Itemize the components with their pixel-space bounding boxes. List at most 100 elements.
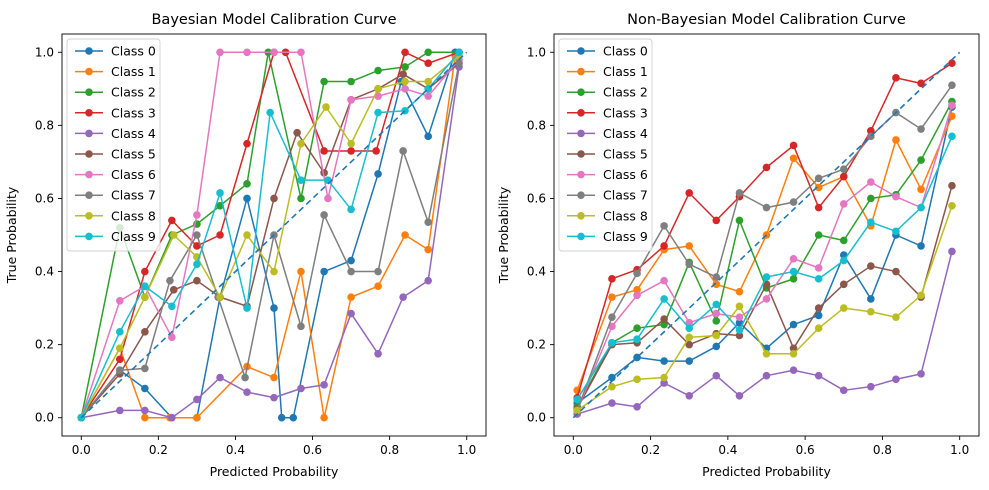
data-point-class-2 — [814, 231, 823, 239]
chart-title: Non-Bayesian Model Calibration Curve — [627, 12, 906, 28]
data-point-class-9 — [762, 273, 771, 281]
data-point-class-4 — [347, 309, 355, 318]
data-point-class-4 — [399, 293, 407, 301]
data-point-class-6 — [270, 48, 278, 57]
data-point-class-3 — [917, 79, 925, 88]
data-point-class-6 — [401, 85, 409, 93]
data-point-class-7 — [455, 59, 463, 68]
data-point-class-6 — [116, 296, 124, 305]
data-point-class-9 — [141, 282, 149, 290]
data-point-class-8 — [892, 313, 900, 322]
legend-label: Class 9 — [111, 229, 156, 244]
data-point-class-6 — [762, 295, 771, 303]
data-point-class-1 — [814, 183, 823, 192]
legend-swatch-marker — [577, 150, 585, 158]
x-tick-label: 0.2 — [641, 443, 660, 457]
data-point-class-7 — [297, 322, 305, 331]
legend-label: Class 2 — [603, 85, 648, 100]
data-point-class-3 — [116, 355, 124, 364]
data-point-class-7 — [917, 125, 925, 133]
legend-swatch-marker — [85, 47, 93, 55]
data-point-class-7 — [141, 364, 149, 373]
data-point-class-7 — [633, 269, 641, 278]
data-point-class-1 — [347, 293, 355, 301]
legend-swatch-marker — [577, 170, 585, 179]
data-point-class-4 — [948, 247, 956, 256]
data-point-class-8 — [712, 331, 721, 340]
data-point-class-4 — [141, 406, 149, 415]
data-point-class-9 — [735, 326, 744, 334]
data-point-class-9 — [948, 132, 956, 141]
x-tick-label: 0.2 — [149, 443, 168, 457]
data-point-class-6 — [685, 318, 694, 327]
data-point-class-4 — [839, 386, 848, 395]
data-point-class-1 — [320, 413, 328, 422]
legend-swatch-marker — [85, 212, 93, 220]
data-point-class-5 — [762, 280, 771, 289]
data-point-class-0 — [270, 304, 278, 312]
data-point-class-6 — [633, 291, 641, 300]
data-point-class-7 — [735, 189, 744, 197]
y-axis-label: True Probability — [496, 186, 511, 284]
data-point-class-2 — [839, 236, 848, 245]
data-point-class-7 — [948, 81, 956, 89]
data-point-class-8 — [322, 103, 330, 111]
legend-swatch-marker — [85, 191, 93, 199]
data-point-class-9 — [243, 304, 251, 312]
data-point-class-3 — [892, 74, 900, 82]
legend-label: Class 6 — [111, 167, 156, 182]
data-point-class-2 — [867, 194, 875, 203]
y-tick-label: 0.6 — [527, 191, 546, 205]
data-point-class-3 — [789, 141, 798, 150]
data-point-class-9 — [867, 218, 875, 227]
y-tick-label: 0.8 — [527, 118, 546, 132]
data-point-class-6 — [347, 95, 355, 104]
legend-label: Class 2 — [111, 85, 156, 100]
data-point-class-5 — [814, 304, 823, 312]
data-point-class-7 — [166, 276, 174, 285]
legend-label: Class 1 — [603, 64, 648, 79]
legend-swatch-marker — [85, 170, 93, 179]
data-point-class-2 — [320, 77, 328, 86]
data-point-class-3 — [762, 163, 771, 172]
legend-label: Class 4 — [111, 126, 156, 141]
data-point-class-3 — [712, 216, 721, 225]
data-point-class-3 — [216, 231, 224, 239]
data-point-class-4 — [297, 384, 305, 393]
data-point-class-3 — [372, 147, 380, 155]
data-point-class-7 — [374, 267, 382, 276]
data-point-class-8 — [270, 267, 278, 276]
data-point-class-9 — [814, 275, 823, 283]
legend-label: Class 3 — [603, 105, 648, 120]
legend-swatch-marker — [577, 109, 585, 117]
data-point-class-6 — [789, 254, 798, 263]
data-point-class-1 — [948, 112, 956, 121]
data-point-class-3 — [424, 59, 432, 68]
legend: Class 0 Class 1 Class 2 Class 3 Class 4 Class… — [66, 38, 161, 252]
data-point-class-8 — [347, 139, 355, 148]
data-point-class-1 — [401, 231, 409, 239]
data-point-class-9 — [455, 48, 463, 57]
data-point-class-7 — [347, 267, 355, 276]
data-point-class-3 — [867, 127, 875, 135]
data-point-class-8 — [660, 373, 668, 382]
data-point-class-7 — [660, 222, 668, 230]
data-point-class-8 — [424, 77, 432, 86]
data-point-class-8 — [401, 77, 409, 86]
data-point-class-3 — [839, 172, 848, 181]
data-point-class-8 — [608, 382, 616, 391]
data-point-class-4 — [867, 382, 875, 391]
data-point-class-3 — [168, 216, 176, 225]
data-point-class-9 — [266, 108, 274, 117]
data-point-class-0 — [141, 384, 149, 393]
data-point-class-3 — [948, 59, 956, 68]
data-point-class-6 — [948, 101, 956, 110]
legend-swatch-marker — [577, 212, 585, 220]
legend-label: Class 5 — [603, 147, 648, 162]
axes-frame — [553, 33, 980, 437]
data-point-class-8 — [169, 231, 178, 239]
data-point-class-0 — [814, 311, 823, 320]
data-point-class-3 — [243, 139, 251, 148]
y-tick-label: 0.8 — [35, 118, 54, 132]
legend-swatch-marker — [85, 88, 93, 96]
